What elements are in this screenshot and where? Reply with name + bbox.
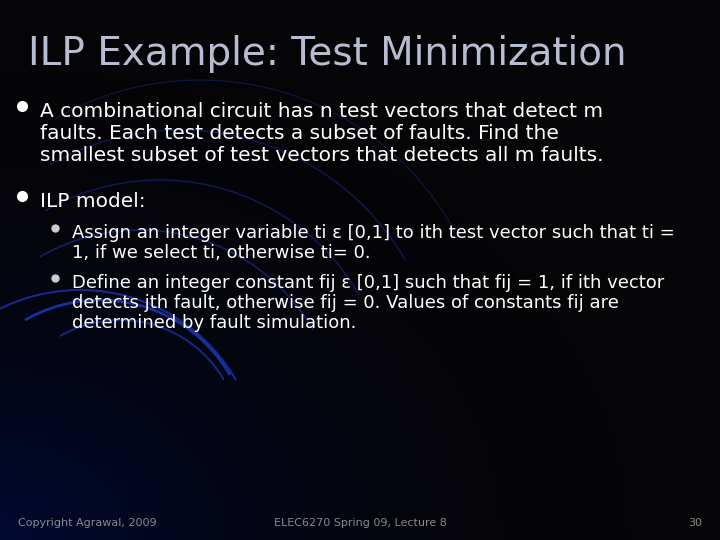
Text: ILP model:: ILP model:	[40, 192, 145, 211]
Text: 30: 30	[688, 518, 702, 528]
Text: Copyright Agrawal, 2009: Copyright Agrawal, 2009	[18, 518, 157, 528]
Text: smallest subset of test vectors that detects all m faults.: smallest subset of test vectors that det…	[40, 146, 603, 165]
Text: faults. Each test detects a subset of faults. Find the: faults. Each test detects a subset of fa…	[40, 124, 559, 143]
Text: determined by fault simulation.: determined by fault simulation.	[72, 314, 356, 332]
Text: 1, if we select ti, otherwise ti= 0.: 1, if we select ti, otherwise ti= 0.	[72, 244, 371, 262]
Text: A combinational circuit has n test vectors that detect m: A combinational circuit has n test vecto…	[40, 102, 603, 121]
Text: ELEC6270 Spring 09, Lecture 8: ELEC6270 Spring 09, Lecture 8	[274, 518, 446, 528]
Text: Define an integer constant fij ε [0,1] such that fij = 1, if ith vector: Define an integer constant fij ε [0,1] s…	[72, 274, 665, 292]
Text: ILP Example: Test Minimization: ILP Example: Test Minimization	[28, 35, 626, 73]
Text: Assign an integer variable ti ε [0,1] to ith test vector such that ti =: Assign an integer variable ti ε [0,1] to…	[72, 224, 675, 242]
Text: detects jth fault, otherwise fij = 0. Values of constants fij are: detects jth fault, otherwise fij = 0. Va…	[72, 294, 619, 312]
